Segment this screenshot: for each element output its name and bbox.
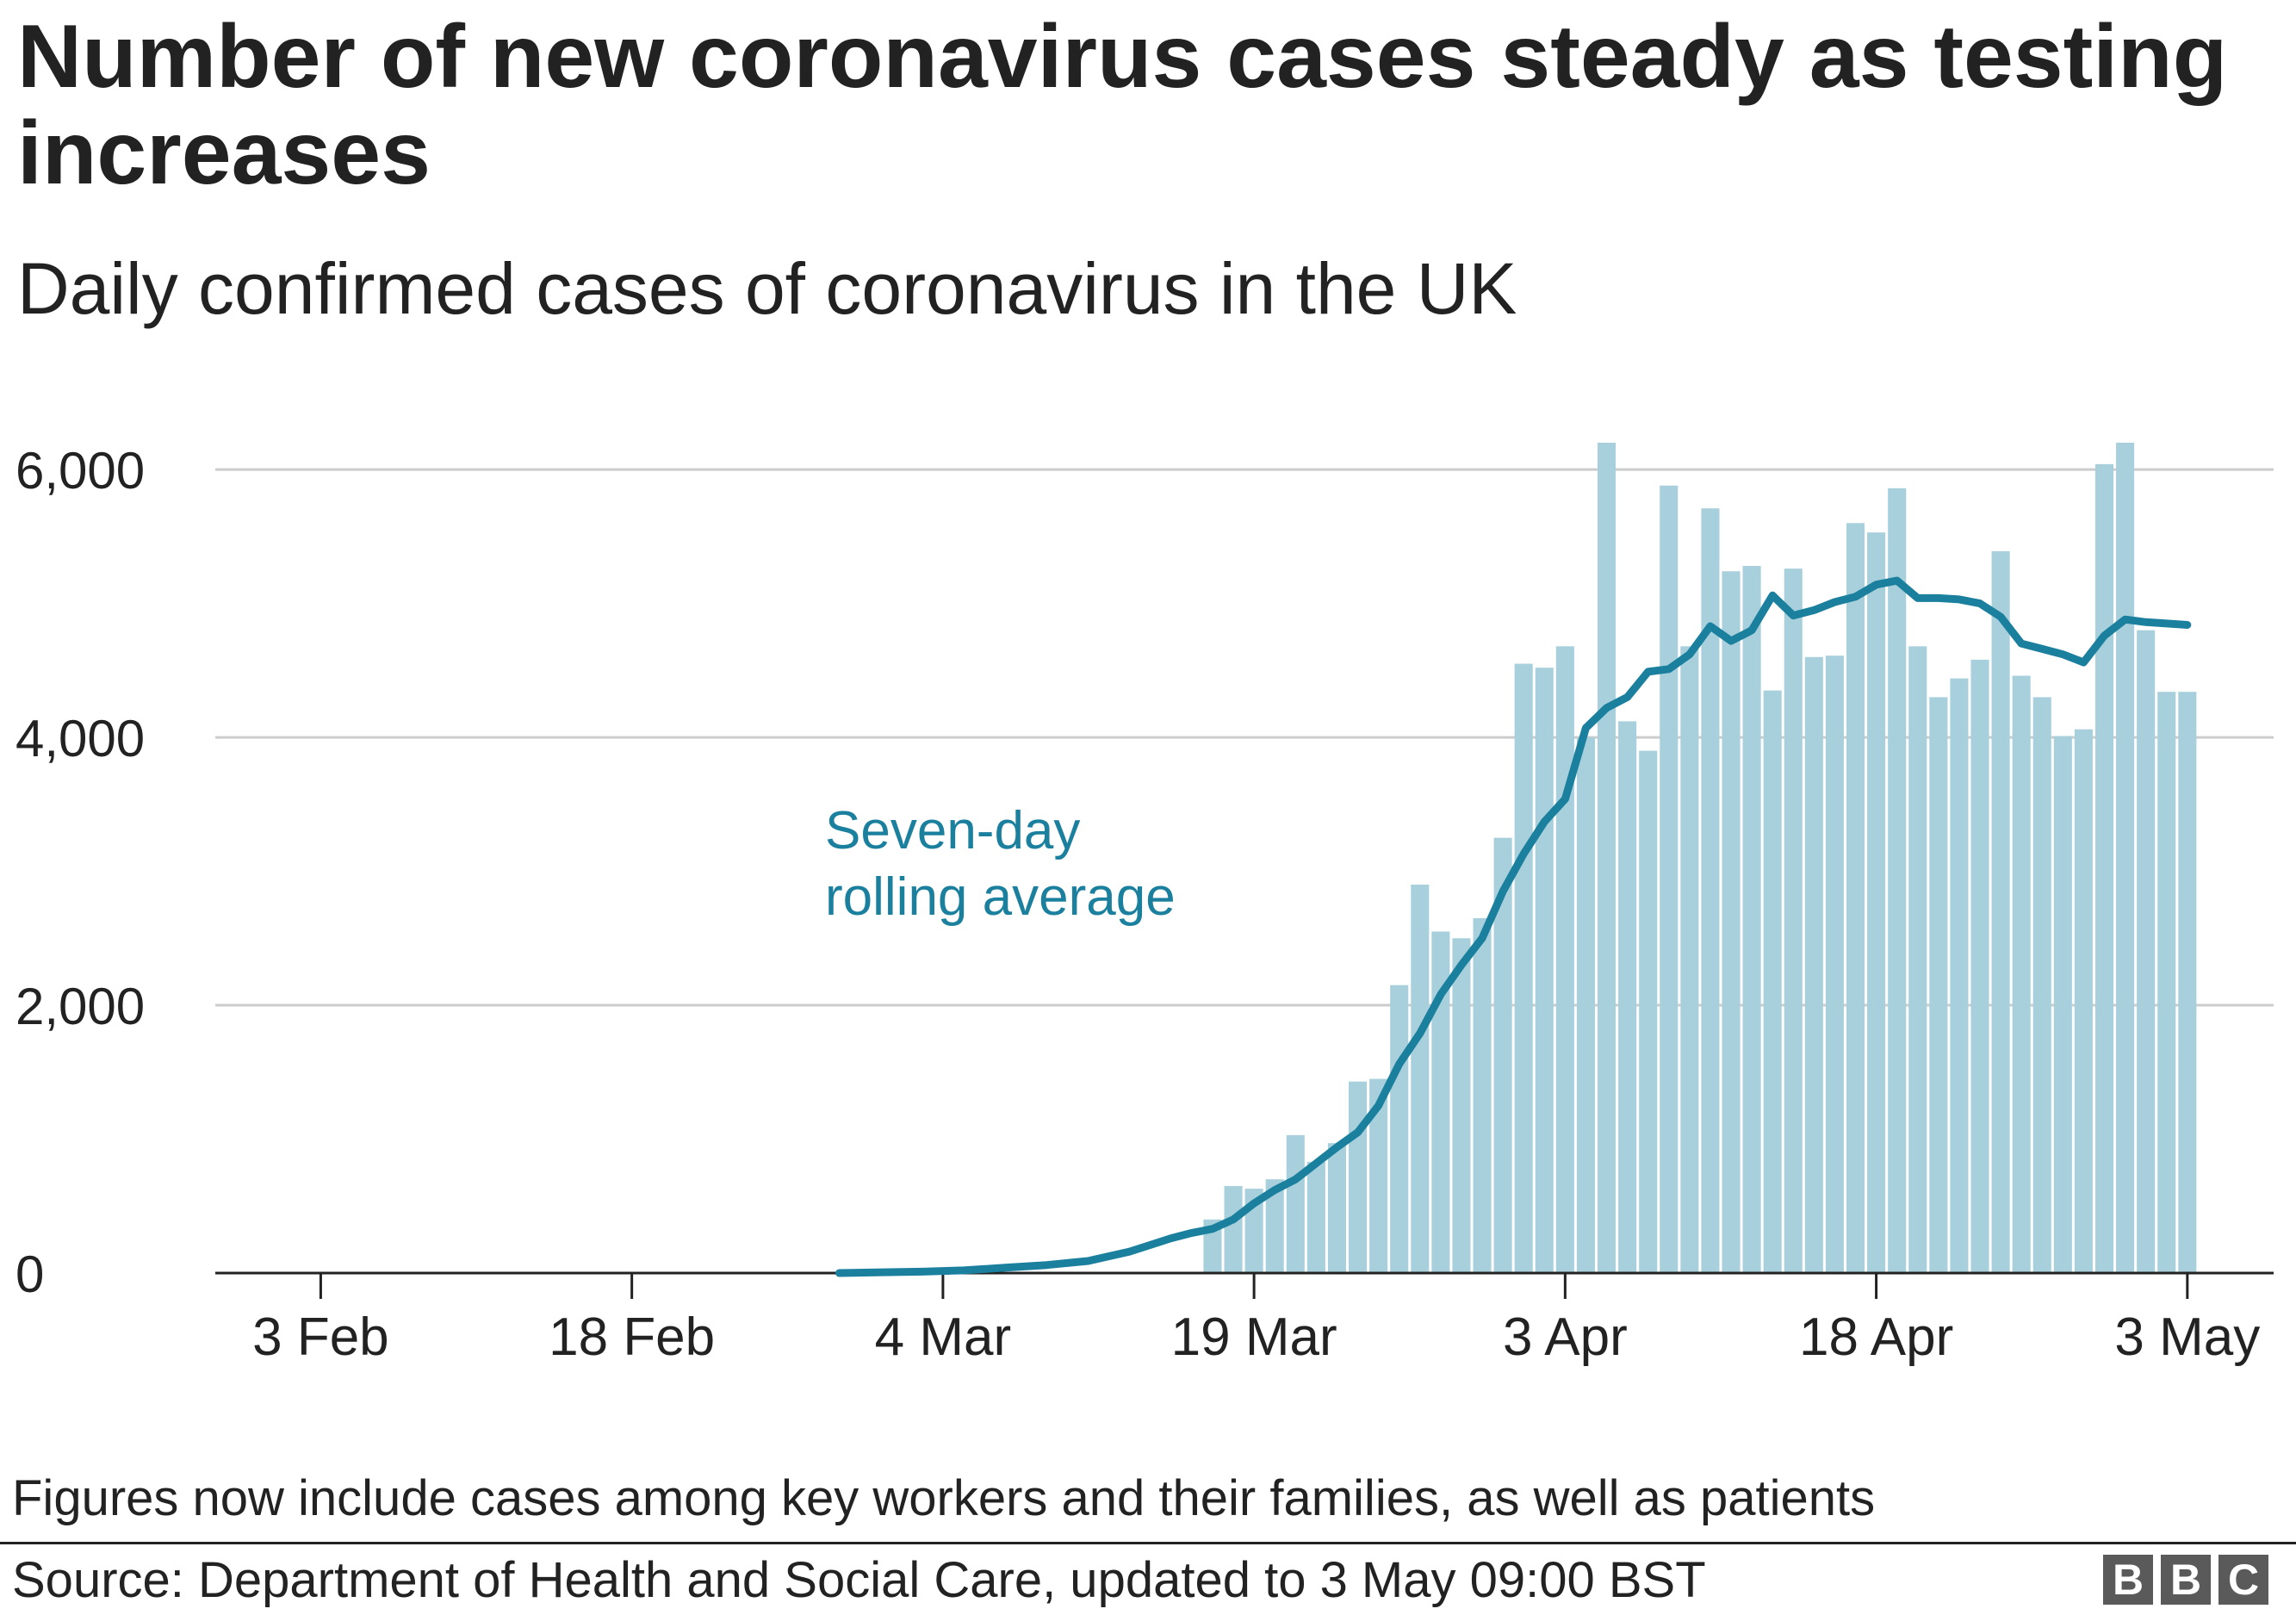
bar [1846, 523, 1865, 1273]
bar [2094, 463, 2114, 1273]
cases-chart: 0 2,000 4,000 6,000 3 Feb 18 Feb 4 Mar 19 Mar 3 … [16, 442, 2274, 1367]
x-tick-label: 18 Apr [1799, 1308, 1953, 1367]
bar [1908, 646, 1927, 1273]
bar [2074, 729, 2093, 1273]
bar [1618, 721, 1637, 1273]
bar [1452, 938, 1471, 1273]
bar [2032, 697, 2051, 1273]
bar [1950, 678, 1969, 1273]
y-tick-label: 2,000 [16, 978, 145, 1035]
bar [1784, 568, 1803, 1273]
bar [1722, 571, 1741, 1273]
bar [1473, 917, 1492, 1273]
chart-subtitle: Daily confirmed cases of coronavirus in … [17, 248, 1517, 329]
x-tick-label: 3 May [2114, 1308, 2260, 1367]
bar [1431, 931, 1450, 1273]
bbc-logo-letter: B [2161, 1555, 2211, 1605]
bar [1265, 1179, 1284, 1273]
bar [1701, 508, 1720, 1273]
bar [1576, 737, 1595, 1273]
bar [1493, 837, 1512, 1273]
bar [1970, 659, 1989, 1273]
rolling-average-line [835, 576, 2192, 1277]
bar [1639, 750, 1658, 1273]
bar [2053, 736, 2072, 1273]
bar [1825, 655, 1844, 1273]
footer-rule [0, 1542, 2296, 1544]
bar [1804, 656, 1823, 1273]
bbc-logo-letter: C [2218, 1555, 2268, 1605]
y-tick-label: 4,000 [16, 710, 145, 767]
bar [1514, 663, 1533, 1273]
chart-note: Figures now include cases among key work… [12, 1470, 1876, 1526]
bar [2012, 675, 2031, 1273]
chart-title: Number of new coronavirus cases steady a… [17, 7, 2228, 203]
bbc-logo: B B C [2103, 1555, 2268, 1605]
x-tick-label: 19 Mar [1171, 1308, 1337, 1367]
bar [1888, 488, 1907, 1273]
bar [1286, 1134, 1305, 1273]
bar [1991, 550, 2010, 1273]
bar [1369, 1078, 1388, 1273]
bar [1306, 1161, 1325, 1273]
bbc-logo-letter: B [2103, 1555, 2153, 1605]
source-line: Source: Department of Health and Social … [12, 1552, 1706, 1608]
bar [1390, 985, 1409, 1273]
bar [1327, 1143, 1346, 1273]
bar [2178, 692, 2197, 1273]
rolling-average-label: Seven-day [825, 801, 1080, 860]
bar [1660, 485, 1679, 1273]
bar [1867, 532, 1886, 1273]
bar [2137, 630, 2156, 1273]
bar [1555, 646, 1574, 1273]
bar [2116, 443, 2135, 1273]
y-tick-label: 0 [16, 1245, 44, 1303]
bar [1742, 566, 1761, 1273]
y-tick-label: 6,000 [16, 442, 145, 500]
x-tick-label: 18 Feb [549, 1308, 715, 1367]
rolling-average-label: rolling average [825, 867, 1176, 927]
x-tick-label: 3 Apr [1503, 1308, 1628, 1367]
bar [1929, 697, 1948, 1273]
bar [1597, 443, 1617, 1273]
bar [1680, 646, 1699, 1273]
bar [1535, 668, 1554, 1273]
bar [1411, 885, 1430, 1273]
bar [2157, 692, 2176, 1273]
x-tick-label: 4 Mar [875, 1308, 1011, 1367]
bar [1224, 1185, 1243, 1273]
x-tick-label: 3 Feb [252, 1308, 389, 1367]
bar [1348, 1081, 1368, 1273]
bar [1763, 690, 1782, 1273]
